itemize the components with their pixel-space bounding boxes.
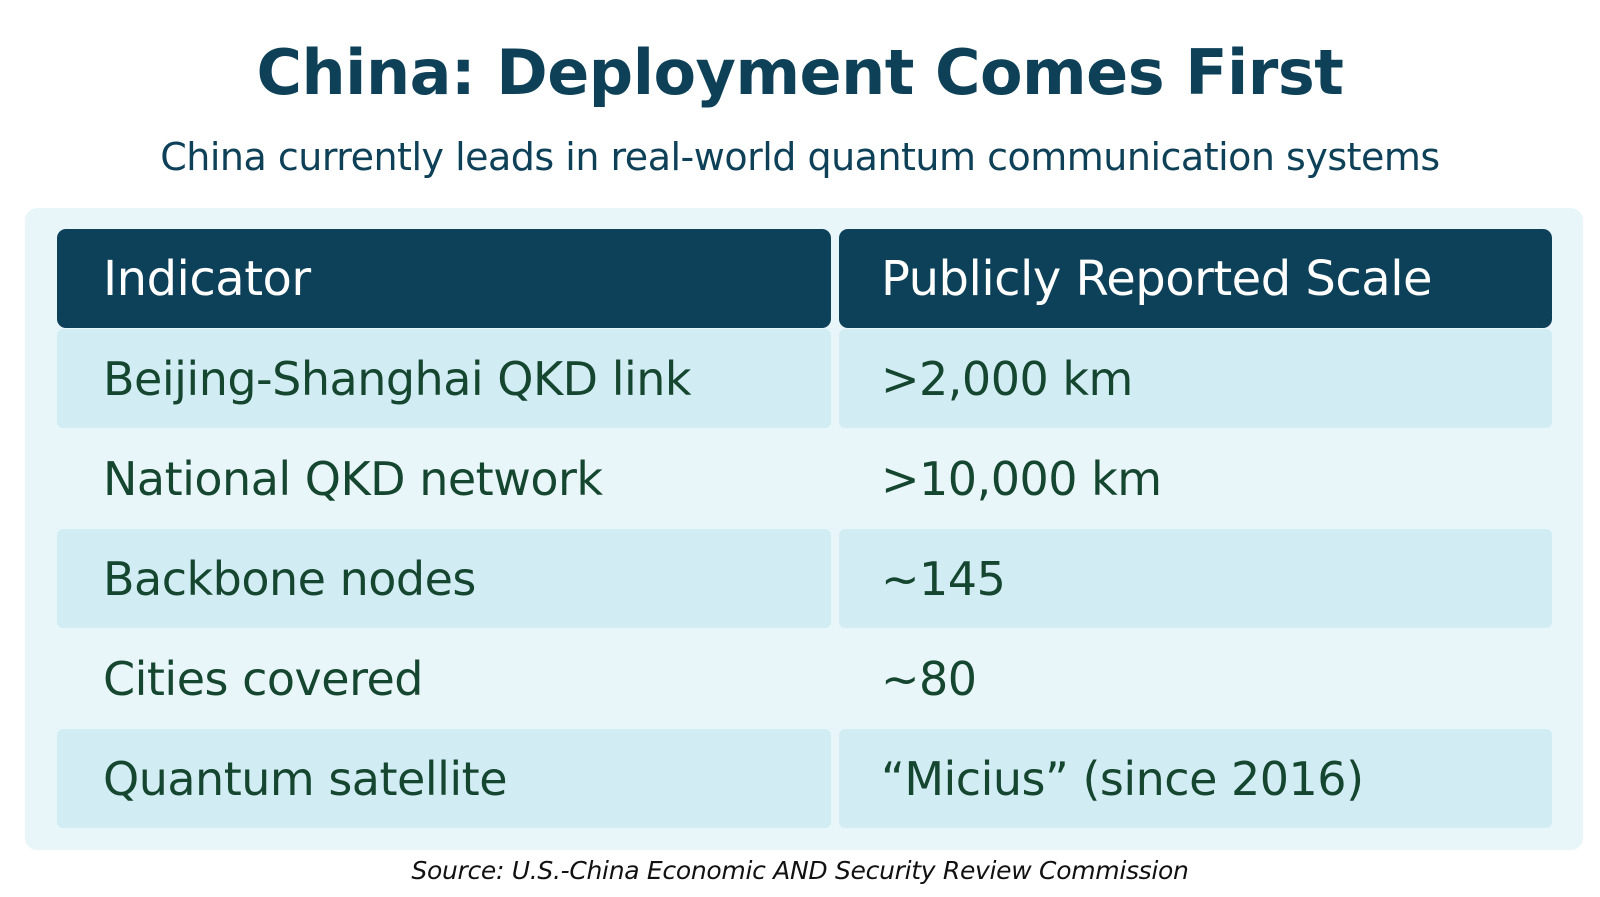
source-caption: Source: U.S.-China Economic AND Security… bbox=[411, 856, 1189, 885]
data-table: Indicator Publicly Reported Scale Beijin… bbox=[57, 229, 1552, 829]
indicator-cell: Quantum satellite bbox=[57, 729, 831, 828]
indicator-cell: National QKD network bbox=[57, 429, 831, 528]
page-subtitle: China currently leads in real-world quan… bbox=[160, 135, 1440, 179]
indicator-cell: Beijing-Shanghai QKD link bbox=[57, 329, 831, 428]
table-row: Beijing-Shanghai QKD link >2,000 km bbox=[57, 329, 1552, 428]
table-row: Cities covered ~80 bbox=[57, 629, 1552, 728]
indicator-cell: Backbone nodes bbox=[57, 529, 831, 628]
scale-cell: >10,000 km bbox=[839, 429, 1552, 528]
scale-cell: “Micius” (since 2016) bbox=[839, 729, 1552, 828]
scale-cell: ~80 bbox=[839, 629, 1552, 728]
column-header-indicator: Indicator bbox=[57, 229, 831, 328]
table-row: Backbone nodes ~145 bbox=[57, 529, 1552, 628]
column-header-scale: Publicly Reported Scale bbox=[839, 229, 1552, 328]
indicator-cell: Cities covered bbox=[57, 629, 831, 728]
table-header-row: Indicator Publicly Reported Scale bbox=[57, 229, 1552, 328]
table-row: Quantum satellite “Micius” (since 2016) bbox=[57, 729, 1552, 828]
page-title: China: Deployment Comes First bbox=[256, 36, 1344, 109]
scale-cell: >2,000 km bbox=[839, 329, 1552, 428]
scale-cell: ~145 bbox=[839, 529, 1552, 628]
table-row: National QKD network >10,000 km bbox=[57, 429, 1552, 528]
